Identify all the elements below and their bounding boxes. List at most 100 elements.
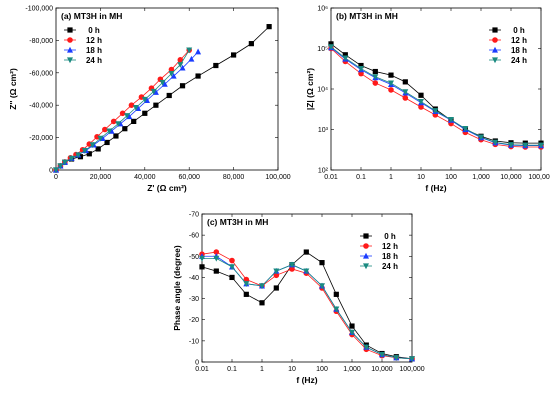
data-point <box>97 135 104 142</box>
legend-marker <box>363 243 369 249</box>
legend-marker <box>492 37 498 43</box>
x-tick-label: 1 <box>260 366 264 373</box>
x-tick-label: 1,000 <box>343 366 361 373</box>
x-tick-label: 10,000 <box>371 366 393 373</box>
y-tick-label: -10 <box>189 338 199 345</box>
data-point <box>113 133 119 139</box>
data-point <box>144 97 151 103</box>
data-point <box>142 110 148 116</box>
y-tick-label: 10³ <box>318 127 329 134</box>
y-tick-label: -40 <box>189 275 199 282</box>
x-tick-label: 0.1 <box>356 174 366 181</box>
x-tick-label: 0 <box>54 174 58 181</box>
y-axis-label: Z'' (Ω cm²) <box>8 68 18 110</box>
y-axis-label: Phase angle (degree) <box>172 245 182 331</box>
series-line <box>330 46 541 146</box>
data-point <box>328 41 334 47</box>
data-point <box>349 323 355 329</box>
series-line <box>330 47 541 147</box>
x-tick-label: 10,000 <box>500 174 522 181</box>
data-point <box>418 98 424 105</box>
data-point <box>333 291 339 297</box>
data-point <box>166 92 172 99</box>
data-point <box>243 281 250 287</box>
legend-label: 0 h <box>88 26 100 35</box>
y-tick-label: -50 <box>189 254 199 261</box>
chart-title: (a) MT3H in MH <box>61 11 122 21</box>
legend-marker <box>67 46 73 53</box>
data-point <box>179 83 186 89</box>
data-point <box>119 110 126 117</box>
data-point <box>61 159 68 166</box>
x-tick-label: 0.01 <box>195 366 209 373</box>
data-point <box>372 74 379 81</box>
y-tick-label: -70 <box>189 212 199 219</box>
y-tick-label: 0 <box>195 360 199 367</box>
data-point <box>199 255 205 262</box>
data-point <box>231 52 237 58</box>
legend-label: 18 h <box>382 252 398 261</box>
x-tick-label: 100,000 <box>399 366 424 373</box>
data-point <box>213 268 219 274</box>
x-tick-label: 0.1 <box>227 366 237 373</box>
data-point <box>418 104 424 110</box>
data-point <box>132 105 139 111</box>
data-point <box>177 62 184 68</box>
chart-title: (b) MT3H in MH <box>336 11 398 21</box>
data-point <box>110 118 117 125</box>
data-point <box>319 283 325 290</box>
chart-title: (c) MT3H in MH <box>207 217 268 227</box>
data-point <box>195 48 202 55</box>
data-point <box>188 55 195 62</box>
data-point <box>128 102 135 108</box>
legend-label: 12 h <box>382 242 398 251</box>
data-point <box>492 139 499 146</box>
data-point <box>213 62 219 69</box>
data-point <box>388 80 394 87</box>
data-point <box>94 133 100 140</box>
legend-marker <box>67 37 73 43</box>
data-point <box>159 79 166 86</box>
x-tick-label: 60,000 <box>178 174 200 181</box>
series-12h <box>53 47 192 173</box>
data-point <box>141 96 148 103</box>
plot-frame <box>201 213 413 363</box>
data-point <box>349 329 355 336</box>
data-point <box>522 142 529 149</box>
chart-panel-2: 0.01 0.1 1 10 100 1,000 10,000 100,000 0 -10 -20 -3… <box>172 212 425 386</box>
data-point <box>53 167 59 174</box>
data-point <box>102 126 108 133</box>
data-point <box>393 355 400 361</box>
legend-marker <box>363 233 369 239</box>
data-point <box>303 268 310 275</box>
x-tick-label: 80,000 <box>223 174 245 181</box>
chart-panel-1: 0.01 0.1 1 10 100 1,000 10,000 100,000 10² 10³ 10⁴… <box>305 6 550 194</box>
data-point <box>478 134 484 141</box>
data-point <box>161 80 168 87</box>
data-point <box>135 105 142 112</box>
y-tick-label: 10⁶ <box>317 6 328 13</box>
data-point <box>259 283 265 290</box>
data-point <box>266 24 272 30</box>
legend-marker <box>67 27 73 33</box>
data-point <box>170 72 177 79</box>
data-point <box>168 66 175 73</box>
data-point <box>229 257 235 264</box>
data-point <box>409 356 415 363</box>
y-tick-label: -80,000 <box>29 38 53 45</box>
data-point <box>89 142 96 149</box>
x-tick-label: 100,000 <box>265 174 290 181</box>
legend-label: 12 h <box>511 36 527 45</box>
legend-label: 12 h <box>86 36 102 45</box>
y-tick-label: -20 <box>189 317 199 324</box>
data-point <box>418 92 424 98</box>
y-tick-label: -30 <box>189 296 199 303</box>
data-point <box>248 41 254 47</box>
data-point <box>104 139 110 146</box>
data-point <box>342 52 348 58</box>
x-axis-label: Z' (Ω cm²) <box>147 183 187 193</box>
legend-label: 24 h <box>86 56 102 65</box>
chart-panel-0: 0 20,000 40,000 60,000 80,000 100,000 0 -20,000… <box>8 6 291 194</box>
